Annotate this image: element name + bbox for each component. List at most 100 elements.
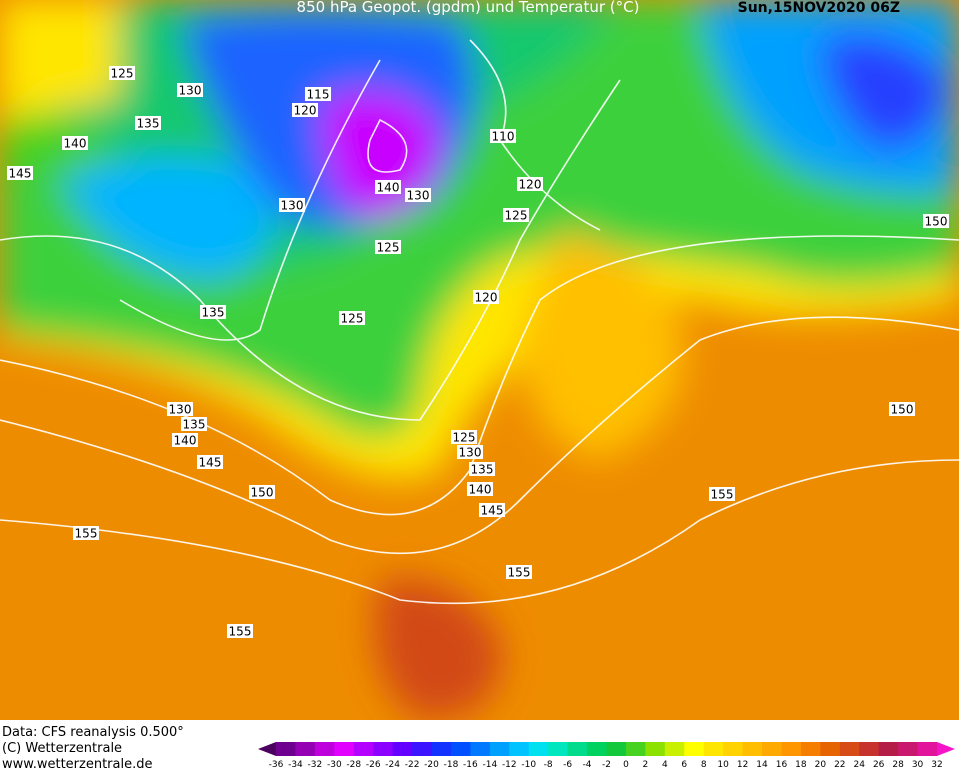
contour-label: 130: [459, 446, 482, 460]
contour-label: 135: [183, 418, 206, 432]
contour-label: 155: [711, 488, 734, 502]
color-swatch: [781, 742, 802, 756]
contour-label-box: [405, 188, 431, 202]
colorbar-tick-label: -10: [521, 760, 536, 770]
contour-label-box: [292, 103, 318, 117]
color-swatch: [334, 742, 355, 756]
colorbar-tick-label: 26: [873, 760, 885, 770]
map-field: [0, 0, 959, 720]
contour-label-box: [517, 177, 543, 191]
contour-label-box: [279, 198, 305, 212]
contour-label-box: [490, 129, 516, 143]
color-swatch: [548, 742, 569, 756]
color-swatch: [878, 742, 899, 756]
colorbar-tick-label: 28: [892, 760, 904, 770]
colorbar-tick-label: -22: [405, 760, 420, 770]
contour-label-box: [249, 485, 275, 499]
color-swatch: [742, 742, 763, 756]
color-swatch: [723, 742, 744, 756]
contour-label-box: [479, 503, 505, 517]
color-swatch: [664, 742, 685, 756]
contour-label-box: [467, 482, 493, 496]
colorbar-tick-label: -20: [424, 760, 439, 770]
contour-label-box: [73, 526, 99, 540]
contour-label-box: [469, 462, 495, 476]
color-swatch: [392, 742, 413, 756]
color-swatch: [567, 742, 588, 756]
color-swatch: [917, 742, 938, 756]
color-swatch: [625, 742, 646, 756]
contour-label-box: [109, 66, 135, 80]
colorbar-tick-label: 2: [643, 760, 649, 770]
color-swatch: [898, 742, 919, 756]
contour-label-box: [709, 487, 735, 501]
colorbar-tick-label: 32: [931, 760, 942, 770]
color-swatch: [587, 742, 607, 756]
contour-label: 155: [508, 566, 531, 580]
contour-label-box: [375, 240, 401, 254]
contour-label-box: [923, 214, 949, 228]
colorbar-tick-label: 14: [756, 760, 768, 770]
colorbar-tick-label: 30: [912, 760, 924, 770]
contour-label-box: [181, 417, 207, 431]
colorbar-tick-label: 22: [834, 760, 845, 770]
contour-label: 135: [137, 117, 160, 131]
contour-label-box: [506, 565, 532, 579]
contour-label-box: [177, 83, 203, 97]
contour-label: 130: [179, 84, 202, 98]
contour-label-box: [473, 290, 499, 304]
colorbar-tick-label: -26: [366, 760, 381, 770]
colorbar-tick-label: -30: [327, 760, 342, 770]
color-swatch: [800, 742, 821, 756]
contour-label: 155: [75, 527, 98, 541]
contour-label: 150: [891, 403, 914, 417]
colorbar-tick-label: 16: [776, 760, 788, 770]
contour-label-box: [200, 305, 226, 319]
contour-label: 120: [519, 178, 542, 192]
colorbar-tick-label: -28: [346, 760, 361, 770]
contour-label: 130: [407, 189, 430, 203]
contour-label: 130: [169, 403, 192, 417]
color-swatch: [528, 742, 549, 756]
colorbar-tick-label: 6: [681, 760, 687, 770]
contour-label: 155: [229, 625, 252, 639]
contour-label: 140: [174, 434, 197, 448]
contour-label: 120: [294, 104, 317, 118]
color-swatch: [703, 742, 724, 756]
color-swatch: [859, 742, 880, 756]
contour-label: 130: [281, 199, 304, 213]
contour-label-box: [339, 311, 365, 325]
colorbar-tick-label: 18: [795, 760, 807, 770]
color-swatch: [470, 742, 491, 756]
contour-label: 135: [471, 463, 494, 477]
colorbar-tick-label: -34: [288, 760, 303, 770]
contour-label: 125: [111, 67, 134, 81]
colorbar-tick-label: -2: [602, 760, 611, 770]
colorbar: -36 -34 -32 -30 -28 -26 -24 -22 -20 -18 -16 -14 -12-…: [258, 742, 955, 770]
colorbar-tick-label: -14: [483, 760, 498, 770]
color-swatch: [450, 742, 471, 756]
contour-labels: 1251301351401451151201101201251401301301…: [7, 66, 949, 639]
contour-label: 120: [475, 291, 498, 305]
colorbar-arrow: [258, 742, 276, 756]
colorbar-tick-label: -32: [308, 760, 323, 770]
color-swatch: [839, 742, 860, 756]
footer-line: www.wetterzentrale.de: [2, 757, 152, 770]
contour-label: 140: [469, 483, 492, 497]
map-title: 850 hPa Geopot. (gpdm) und Temperatur (°…: [297, 0, 640, 16]
contour-label: 140: [64, 137, 87, 151]
colorbar-tick-label: 12: [737, 760, 748, 770]
color-swatch: [684, 742, 705, 756]
color-swatch: [373, 742, 394, 756]
colorbar-tick-label: 4: [662, 760, 668, 770]
contour-label: 125: [453, 431, 476, 445]
contour-label: 145: [199, 456, 222, 470]
colorbar-tick-label: 10: [717, 760, 729, 770]
color-swatch: [489, 742, 510, 756]
colorbar-tick-label: -6: [563, 760, 572, 770]
color-swatch: [820, 742, 841, 756]
color-swatch: [353, 742, 374, 756]
color-swatch: [412, 742, 433, 756]
